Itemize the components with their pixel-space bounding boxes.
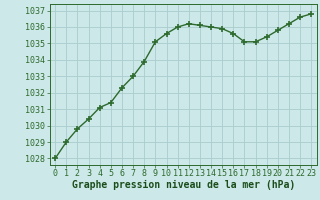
X-axis label: Graphe pression niveau de la mer (hPa): Graphe pression niveau de la mer (hPa) xyxy=(72,180,295,190)
